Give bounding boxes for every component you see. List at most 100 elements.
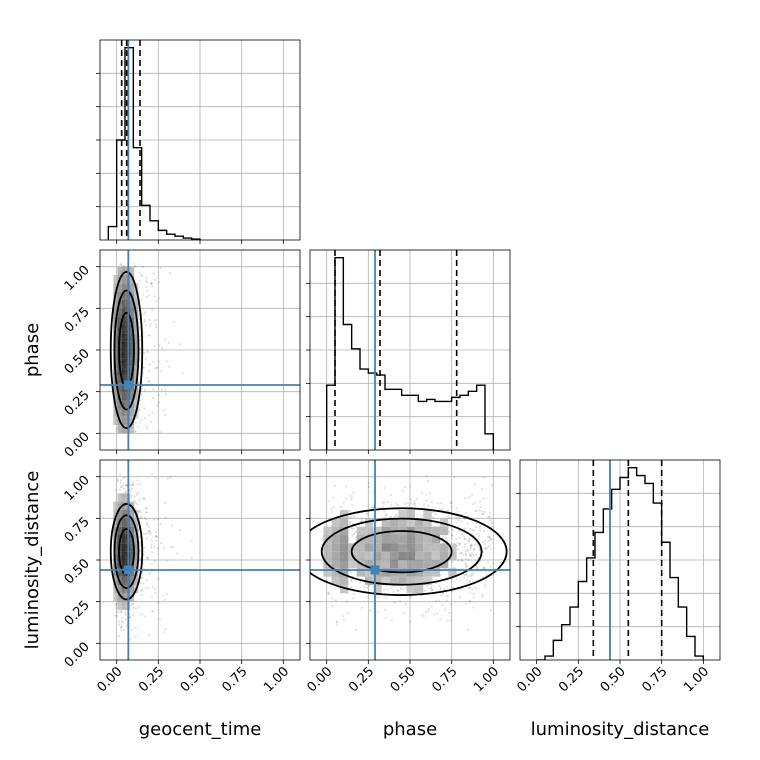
sample-point <box>464 552 467 556</box>
density-cell <box>448 551 457 560</box>
sample-point <box>123 476 126 479</box>
density-cell <box>340 543 349 552</box>
sample-point <box>481 595 484 598</box>
sample-point <box>458 542 461 545</box>
y-tick-label: 0.25 <box>62 598 93 629</box>
sample-point <box>158 297 161 300</box>
sample-point <box>150 282 153 285</box>
sample-point <box>128 616 132 619</box>
sample-point <box>153 278 156 282</box>
density-cell <box>423 568 432 577</box>
sample-point <box>131 603 134 606</box>
x-tick-label: 0.00 <box>94 664 125 695</box>
density-cell <box>406 510 415 519</box>
sample-point <box>385 513 388 516</box>
sample-point <box>140 274 143 277</box>
sample-point <box>345 485 348 488</box>
density-cell <box>117 510 122 519</box>
density-cell <box>130 425 135 434</box>
sample-point <box>458 537 461 540</box>
sample-point <box>351 580 354 583</box>
sample-point <box>403 502 406 505</box>
sample-point <box>130 494 133 497</box>
density-cell <box>356 526 365 535</box>
sample-point <box>124 491 127 494</box>
sample-point <box>409 620 412 623</box>
sample-point <box>409 502 412 505</box>
y-tick-label: 0.25 <box>62 388 93 419</box>
sample-point <box>465 603 468 606</box>
density-cell <box>130 518 135 527</box>
density-cell <box>415 535 424 544</box>
sample-point <box>153 319 156 322</box>
sample-point <box>159 522 162 526</box>
sample-point <box>459 579 462 582</box>
sample-point <box>144 506 147 509</box>
density-cell <box>134 391 139 400</box>
density-cell <box>340 526 349 535</box>
sample-point <box>441 592 445 595</box>
sample-point <box>389 494 392 497</box>
density-cell <box>340 560 349 569</box>
sample-point <box>487 539 491 542</box>
sample-point <box>474 509 477 512</box>
density-cell <box>323 568 332 577</box>
sample-point <box>466 549 469 552</box>
density-cell <box>130 510 135 519</box>
sample-point <box>467 514 470 517</box>
sample-point <box>332 505 335 508</box>
sample-point <box>117 620 120 623</box>
sample-point <box>455 577 458 580</box>
density-cell <box>117 493 122 502</box>
sample-point <box>153 560 156 563</box>
density-cell <box>113 275 118 284</box>
sample-point <box>425 493 428 496</box>
sample-point <box>403 612 406 615</box>
density-cell <box>130 275 135 284</box>
sample-point <box>141 576 144 579</box>
sample-point <box>482 476 485 479</box>
density-cell <box>373 551 382 560</box>
sample-point <box>145 507 148 510</box>
sample-point <box>469 574 472 577</box>
sample-point <box>427 610 430 613</box>
density-cell <box>331 560 340 569</box>
density-cell <box>340 576 349 585</box>
sample-point <box>451 505 454 508</box>
sample-point <box>420 491 423 494</box>
sample-point <box>146 351 149 354</box>
density-cell <box>117 425 122 434</box>
x-tick-label: 0.75 <box>639 664 670 695</box>
sample-point <box>483 566 487 569</box>
sample-point <box>393 585 396 588</box>
sample-point <box>145 579 148 582</box>
sample-point <box>424 610 427 613</box>
sample-point <box>147 587 150 590</box>
density-cell <box>365 560 374 569</box>
sample-point <box>482 530 486 533</box>
sample-point <box>138 541 141 544</box>
sample-point <box>368 485 371 488</box>
sample-point <box>472 596 475 599</box>
x-tick-label: 0.00 <box>304 664 335 695</box>
sample-point <box>157 577 160 581</box>
sample-point <box>354 525 357 528</box>
sample-point <box>119 610 122 613</box>
sample-point <box>458 595 462 599</box>
density-cell <box>113 416 118 425</box>
sample-point <box>430 501 433 504</box>
density-cell <box>134 291 139 300</box>
sample-point <box>365 586 368 589</box>
density-cell <box>331 576 340 585</box>
sample-point <box>455 517 458 520</box>
sample-point <box>468 599 472 602</box>
sample-point <box>142 582 145 585</box>
sample-point <box>481 513 484 516</box>
sample-point <box>460 520 463 523</box>
sample-point <box>472 592 475 596</box>
sample-point <box>489 609 492 612</box>
density-cell <box>134 325 139 334</box>
sample-point <box>483 543 486 546</box>
sample-point <box>401 489 404 492</box>
sample-point <box>348 521 351 524</box>
